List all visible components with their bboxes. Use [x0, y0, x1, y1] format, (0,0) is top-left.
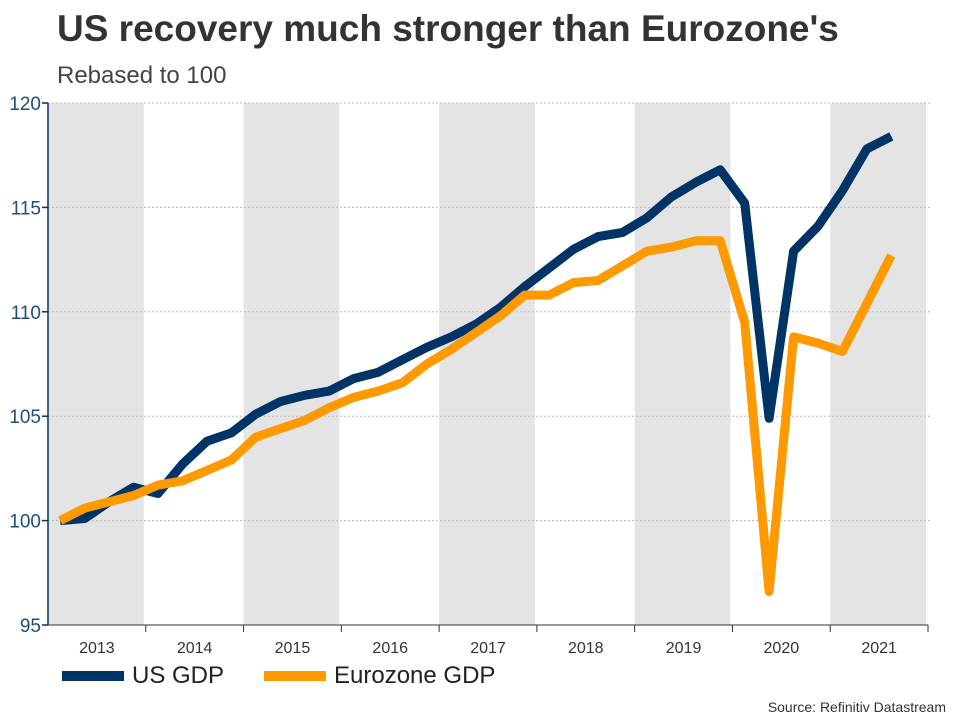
y-tick-label: 115	[11, 198, 41, 219]
y-tick-label: 105	[9, 407, 41, 428]
legend-swatch-us	[62, 671, 124, 681]
y-tick-label: 95	[20, 616, 41, 637]
legend-swatch-eurozone	[264, 671, 326, 681]
year-band	[634, 103, 731, 625]
year-band	[243, 103, 340, 625]
year-band	[48, 103, 144, 625]
year-band	[439, 103, 535, 625]
y-tick-label: 110	[11, 303, 41, 324]
legend-label-eurozone: Eurozone GDP	[334, 662, 496, 689]
x-tick-label: 2019	[666, 640, 702, 657]
legend-label-us: US GDP	[132, 662, 225, 689]
x-tick-label: 2016	[372, 640, 408, 657]
x-tick-label: 2014	[177, 640, 213, 657]
y-tick-label: 100	[9, 512, 41, 533]
x-tick-label: 2015	[275, 640, 311, 657]
x-tick-label: 2018	[568, 640, 604, 657]
legend-item-us: US GDP	[62, 662, 224, 690]
x-tick-label: 2017	[470, 640, 506, 657]
chart-subtitle: Rebased to 100	[57, 62, 227, 89]
x-tick-label: 2020	[764, 640, 800, 657]
y-tick-label: 120	[9, 94, 41, 115]
x-tick-label: 2021	[861, 640, 897, 657]
legend-item-eurozone: Eurozone GDP	[264, 662, 495, 690]
source-note: Source: Refinitiv Datastream	[767, 699, 946, 715]
x-tick-label: 2013	[79, 640, 115, 657]
chart-title: US recovery much stronger than Eurozone'…	[57, 8, 839, 49]
